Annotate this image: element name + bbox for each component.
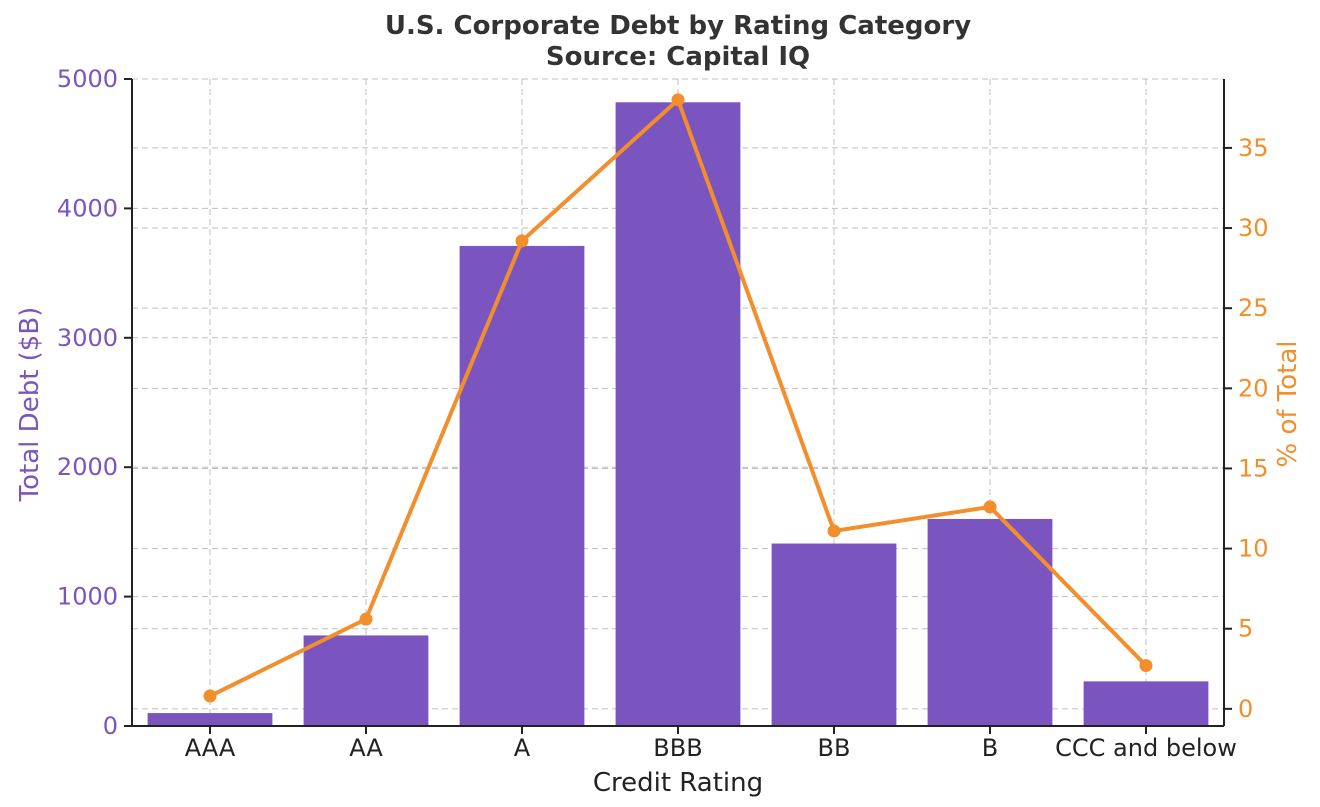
y-left-tick-label: 2000 bbox=[57, 453, 118, 481]
percent-point-bbb bbox=[671, 93, 685, 107]
bar-series bbox=[147, 102, 1209, 727]
x-tick-label: A bbox=[514, 734, 531, 762]
x-tick-label: B bbox=[982, 734, 998, 762]
y-left-tick-label: 5000 bbox=[57, 65, 118, 93]
y-right-tick-label: 15 bbox=[1238, 454, 1269, 482]
y-axis-left-label: Total Debt ($B) bbox=[15, 307, 45, 503]
bar-bb bbox=[771, 543, 897, 726]
bar-aaa bbox=[147, 713, 273, 726]
y-left-tick-label: 1000 bbox=[57, 583, 118, 611]
bar-b bbox=[927, 518, 1053, 726]
axes bbox=[124, 78, 1232, 734]
x-tick-label: BBB bbox=[653, 734, 702, 762]
bar-aa bbox=[303, 635, 429, 726]
y-left-tick-label: 4000 bbox=[57, 194, 118, 222]
y-axis-right-label: % of Total bbox=[1273, 340, 1303, 467]
y-right-tick-label: 25 bbox=[1238, 294, 1269, 322]
y-right-tick-label: 30 bbox=[1238, 214, 1269, 242]
bar-a bbox=[459, 245, 585, 726]
chart-subtitle: Source: Capital IQ bbox=[546, 42, 810, 72]
x-tick-label: CCC and below bbox=[1055, 734, 1237, 762]
y-right-tick-label: 10 bbox=[1238, 535, 1269, 563]
y-left-tick-label: 3000 bbox=[57, 324, 118, 352]
line-series bbox=[203, 93, 1153, 703]
y-right-tick-label: 35 bbox=[1238, 134, 1269, 162]
x-axis-label: Credit Rating bbox=[593, 768, 763, 798]
x-tick-label: AAA bbox=[185, 734, 236, 762]
percent-point-aa bbox=[359, 612, 373, 626]
percent-point-bb bbox=[827, 524, 841, 538]
y-right-tick-label: 20 bbox=[1238, 374, 1269, 402]
y-left-tick-label: 0 bbox=[103, 712, 118, 740]
x-tick-label: BB bbox=[818, 734, 851, 762]
bar-bbb bbox=[615, 102, 741, 727]
percent-point-aaa bbox=[203, 689, 217, 703]
percent-point-b bbox=[983, 500, 997, 514]
bar-ccc-and-below bbox=[1083, 681, 1209, 726]
x-tick-label: AA bbox=[349, 734, 383, 762]
percent-point-a bbox=[515, 234, 529, 248]
y-right-tick-label: 5 bbox=[1238, 615, 1253, 643]
y-right-tick-label: 0 bbox=[1238, 695, 1253, 723]
percent-point-ccc-and-below bbox=[1139, 659, 1153, 673]
chart-title: U.S. Corporate Debt by Rating Category bbox=[385, 11, 971, 41]
